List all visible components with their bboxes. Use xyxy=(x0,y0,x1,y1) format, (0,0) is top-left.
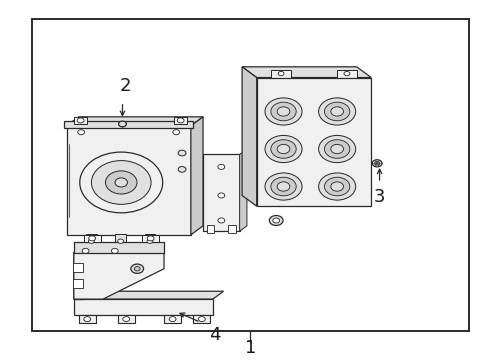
Circle shape xyxy=(134,266,140,271)
Circle shape xyxy=(343,71,349,76)
Circle shape xyxy=(318,135,355,163)
Circle shape xyxy=(324,140,349,158)
Bar xyxy=(163,315,181,323)
Circle shape xyxy=(111,248,118,253)
Bar xyxy=(206,225,214,233)
Bar xyxy=(73,279,83,288)
Circle shape xyxy=(264,173,302,200)
Circle shape xyxy=(272,218,279,223)
Bar xyxy=(81,244,90,255)
Circle shape xyxy=(218,165,224,169)
Bar xyxy=(115,234,126,246)
Circle shape xyxy=(91,161,151,204)
Bar xyxy=(83,235,101,242)
Bar xyxy=(144,234,155,246)
Text: 2: 2 xyxy=(119,77,130,95)
Polygon shape xyxy=(242,67,256,206)
Polygon shape xyxy=(74,253,163,299)
Circle shape xyxy=(147,239,153,243)
Text: 1: 1 xyxy=(244,339,256,357)
Circle shape xyxy=(115,178,127,187)
Circle shape xyxy=(330,107,343,116)
Circle shape xyxy=(147,236,154,241)
Bar xyxy=(74,117,87,123)
Polygon shape xyxy=(239,149,246,231)
Bar xyxy=(336,70,356,77)
Circle shape xyxy=(198,316,205,321)
Circle shape xyxy=(178,167,185,172)
Bar xyxy=(173,117,187,123)
Circle shape xyxy=(83,316,90,321)
Circle shape xyxy=(330,144,343,154)
Bar xyxy=(203,154,239,231)
Circle shape xyxy=(177,118,183,123)
Circle shape xyxy=(324,102,349,121)
Circle shape xyxy=(264,98,302,125)
Circle shape xyxy=(277,144,289,154)
Circle shape xyxy=(270,177,296,196)
Circle shape xyxy=(269,216,283,225)
Circle shape xyxy=(324,177,349,196)
Polygon shape xyxy=(74,291,223,299)
Circle shape xyxy=(77,118,84,123)
Bar xyxy=(228,225,235,233)
Circle shape xyxy=(88,236,95,241)
Circle shape xyxy=(105,171,137,194)
Text: 3: 3 xyxy=(373,188,385,206)
Circle shape xyxy=(172,130,179,135)
Circle shape xyxy=(270,102,296,121)
Circle shape xyxy=(218,218,224,223)
Circle shape xyxy=(118,121,126,127)
Polygon shape xyxy=(242,67,356,195)
Circle shape xyxy=(330,182,343,191)
Circle shape xyxy=(318,98,355,125)
Circle shape xyxy=(80,152,163,213)
Bar xyxy=(74,299,212,315)
Circle shape xyxy=(270,140,296,158)
Bar xyxy=(74,253,83,299)
Bar xyxy=(118,315,135,323)
Circle shape xyxy=(218,193,224,198)
Bar xyxy=(74,242,163,253)
Circle shape xyxy=(278,71,284,76)
Bar xyxy=(271,70,290,77)
Circle shape xyxy=(178,150,185,156)
Circle shape xyxy=(318,173,355,200)
Polygon shape xyxy=(242,67,370,77)
Bar xyxy=(79,315,96,323)
Text: 4: 4 xyxy=(209,326,221,344)
Circle shape xyxy=(122,316,129,321)
Circle shape xyxy=(131,264,143,273)
Bar xyxy=(142,235,159,242)
Circle shape xyxy=(277,182,289,191)
Bar xyxy=(86,234,97,246)
Circle shape xyxy=(374,162,379,165)
Circle shape xyxy=(371,160,381,167)
Circle shape xyxy=(169,316,176,321)
Circle shape xyxy=(264,135,302,163)
Bar xyxy=(73,264,83,272)
Bar xyxy=(32,19,468,331)
Bar xyxy=(66,126,190,235)
Bar xyxy=(64,121,193,127)
Polygon shape xyxy=(190,117,203,235)
Polygon shape xyxy=(66,117,203,126)
Circle shape xyxy=(277,107,289,116)
Bar xyxy=(256,77,370,206)
Polygon shape xyxy=(74,245,84,299)
Bar xyxy=(110,244,119,255)
Circle shape xyxy=(118,239,123,243)
Circle shape xyxy=(78,130,84,135)
Circle shape xyxy=(82,248,89,253)
Circle shape xyxy=(88,239,94,243)
Bar xyxy=(193,315,210,323)
